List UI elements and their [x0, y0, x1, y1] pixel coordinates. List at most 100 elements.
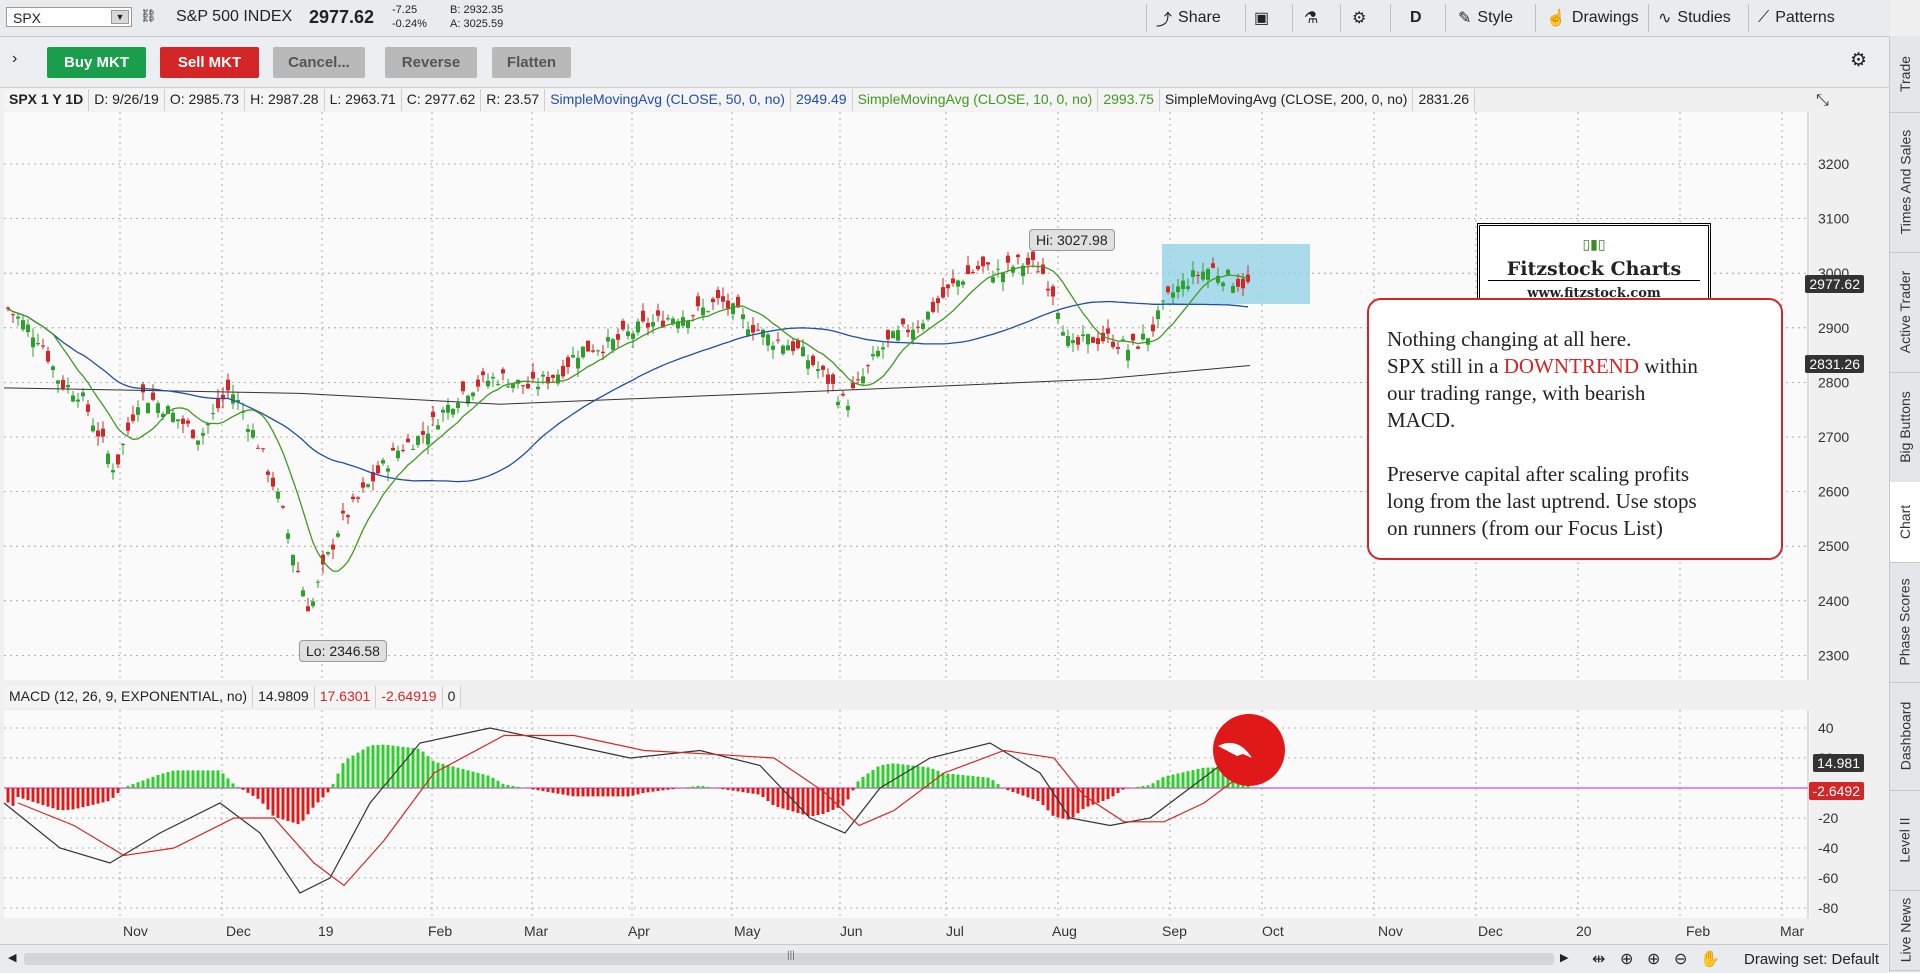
candle-body — [276, 492, 280, 499]
macd-histogram-bar — [577, 788, 580, 796]
period-button[interactable]: D — [1410, 4, 1422, 32]
candle-body — [336, 533, 340, 536]
patterns-button[interactable]: ⟋Patterns — [1758, 4, 1835, 32]
time-axis-label: May — [734, 923, 760, 939]
patterns-label: Patterns — [1775, 9, 1835, 27]
sma200-label[interactable]: SimpleMovingAvg (CLOSE, 200, 0, no) — [1160, 89, 1414, 111]
macd-histogram-bar — [112, 788, 115, 798]
alert-button[interactable]: ▣ — [1254, 4, 1269, 32]
gear-icon[interactable]: ⚙ — [1850, 49, 1867, 72]
sma10-label[interactable]: SimpleMovingAvg (CLOSE, 10, 0, no) — [853, 89, 1099, 111]
cancel-orders-button[interactable]: Cancel... — [273, 47, 365, 78]
side-tab-active-trader[interactable]: Active Trader — [1890, 252, 1920, 373]
side-tab-times-and-sales[interactable]: Times And Sales — [1890, 112, 1920, 253]
macd-histogram-bar — [382, 745, 385, 788]
macd-histogram-bar — [1097, 788, 1100, 803]
settings-button[interactable]: ⚙ — [1352, 4, 1366, 32]
side-tab-trade[interactable]: Trade — [1890, 36, 1920, 113]
macd-label[interactable]: MACD (12, 26, 9, EXPONENTIAL, no) — [4, 686, 253, 708]
price-axis-tick: 2300 — [1818, 647, 1849, 663]
candle-body — [16, 317, 20, 319]
macd-histogram-bar — [1112, 788, 1115, 796]
zoom-fit-icon[interactable]: ⇹ — [1592, 949, 1605, 969]
last-price-tag: 2977.62 — [1805, 275, 1864, 293]
drawings-button[interactable]: ☝Drawings — [1546, 4, 1639, 32]
macd-histogram-bar — [7, 788, 10, 803]
macd-histogram-bar — [732, 788, 735, 791]
candle-body — [621, 321, 625, 330]
order-bar: › Buy MKT Sell MKT Cancel... Reverse Fla… — [0, 37, 1890, 88]
chevron-down-icon[interactable]: ▼ — [111, 10, 129, 24]
flatten-button[interactable]: Flatten — [492, 47, 571, 78]
macd-histogram-bar — [632, 788, 635, 796]
macd-histogram-bar — [1147, 785, 1150, 788]
symbol-input[interactable]: SPX ▼ — [6, 7, 132, 27]
share-button[interactable]: ⤴Share — [1156, 4, 1221, 32]
side-tab-chart[interactable]: Chart — [1890, 482, 1920, 563]
candle-body — [341, 511, 345, 514]
studies-icon: ∿ — [1658, 8, 1671, 28]
candle-body — [586, 341, 590, 352]
candle-body — [961, 282, 965, 285]
macd-histogram-bar — [647, 788, 650, 792]
scroll-left-icon[interactable]: ◀ — [8, 951, 16, 964]
buy-market-button[interactable]: Buy MKT — [47, 47, 146, 78]
macd-histogram-bar — [1117, 788, 1120, 793]
style-button[interactable]: ✎Style — [1458, 4, 1513, 32]
reverse-button[interactable]: Reverse — [385, 47, 477, 78]
sma200-value: 2831.26 — [1413, 89, 1475, 111]
candle-body — [401, 450, 405, 451]
candle-body — [521, 385, 525, 386]
macd-histogram-bar — [662, 788, 665, 790]
macd-histogram-bar — [987, 778, 990, 788]
price-axis-tick: 2600 — [1818, 484, 1849, 500]
macd-histogram-bar — [727, 788, 730, 790]
macd-histogram-bar — [612, 788, 615, 796]
macd-histogram-bar — [337, 774, 340, 788]
candle-body — [496, 384, 500, 385]
candle-body — [316, 582, 320, 583]
macd-histogram-bar — [772, 788, 775, 805]
candle-body — [1226, 270, 1230, 275]
macd-chart[interactable]: 4020-20-40-60-80 — [0, 710, 1888, 918]
macd-histogram-bar — [947, 774, 950, 788]
macd-histogram-bar — [512, 786, 515, 788]
link-icon[interactable]: ⛓ — [140, 8, 157, 24]
macd-histogram-bar — [82, 788, 85, 807]
scroll-right-icon[interactable]: ▶ — [1560, 951, 1568, 964]
side-tab-big-buttons[interactable]: Big Buttons — [1890, 372, 1920, 483]
side-tab-dashboard[interactable]: Dashboard — [1890, 682, 1920, 791]
candle-body — [1016, 255, 1020, 257]
macd-histogram-bar — [702, 786, 705, 788]
time-axis-label: Oct — [1262, 923, 1284, 939]
collapse-arrows-icon[interactable]: ⤡ — [1816, 92, 1829, 110]
candle-body — [1006, 256, 1010, 263]
macd-histogram-bar — [322, 788, 325, 797]
low-label: Lo: 2346.58 — [299, 640, 387, 662]
sell-market-button[interactable]: Sell MKT — [160, 47, 259, 78]
pan-hand-icon[interactable]: ✋ — [1700, 949, 1720, 969]
drawing-set-label[interactable]: Drawing set: Default — [1744, 951, 1879, 968]
side-tab-level-ii[interactable]: Level II — [1890, 790, 1920, 891]
flask-icon: ⚗ — [1304, 8, 1318, 28]
horizontal-scrollbar[interactable]: ||| — [24, 953, 1554, 965]
macd-histogram-bar — [1072, 788, 1075, 817]
zoom-out-icon[interactable]: ⊖ — [1674, 949, 1687, 969]
macd-histogram-bar — [1027, 788, 1030, 797]
sma50-label[interactable]: SimpleMovingAvg (CLOSE, 50, 0, no) — [545, 89, 791, 111]
last-price: 2977.62 — [309, 7, 374, 28]
candle-body — [196, 440, 200, 444]
expand-arrow-icon[interactable]: › — [12, 50, 17, 68]
candle-body — [1201, 272, 1205, 280]
candle-body — [866, 365, 870, 366]
side-tab-live-news[interactable]: Live News — [1890, 890, 1920, 971]
candle-body — [356, 497, 360, 498]
zoom-in-icon[interactable]: ⊕ — [1647, 949, 1660, 969]
macd-histogram-bar — [1057, 788, 1060, 818]
crosshair-icon[interactable]: ⊕ — [1620, 949, 1633, 969]
side-tab-phase-scores[interactable]: Phase Scores — [1890, 562, 1920, 683]
studies-button[interactable]: ∿Studies — [1658, 4, 1731, 32]
studies-lab-button[interactable]: ⚗ — [1304, 4, 1318, 32]
candle-body — [846, 406, 850, 410]
macd-histogram-bar — [552, 788, 555, 793]
